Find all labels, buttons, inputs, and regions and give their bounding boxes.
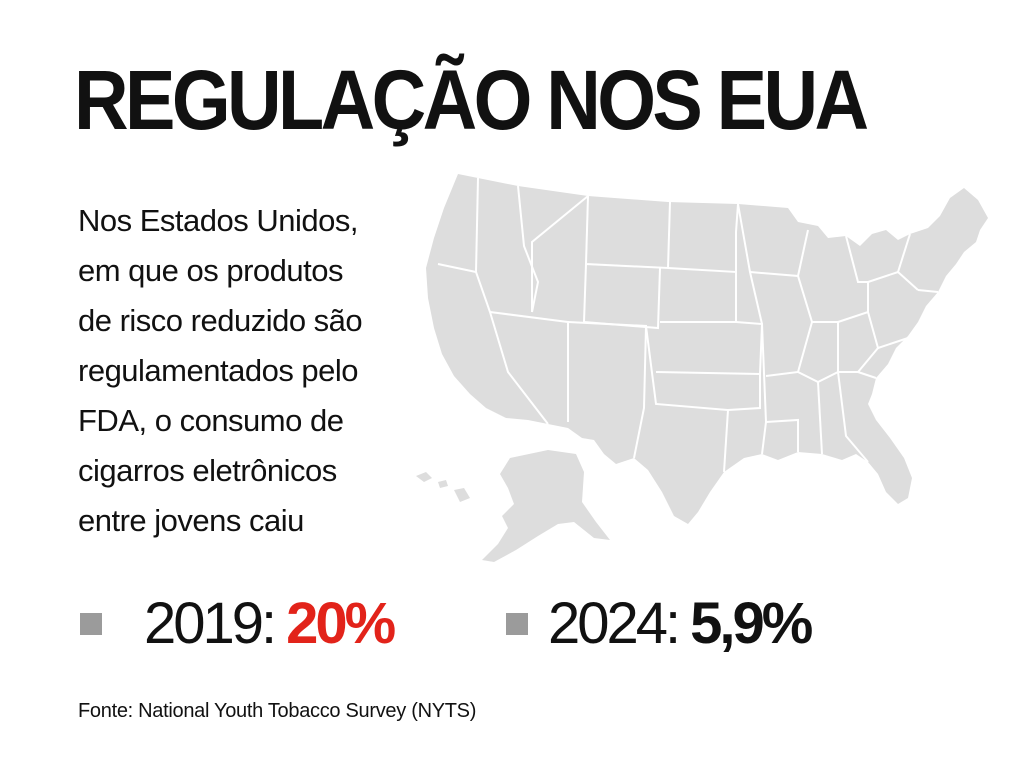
state-boundaries [437, 177, 939, 473]
description-line: regulamentados pelo [78, 353, 359, 388]
alaska-shape [482, 450, 610, 562]
source-text: Fonte: National Youth Tobacco Survey (NY… [78, 700, 477, 722]
stat-year-label: 2019: [144, 591, 277, 656]
stat-value: 5,9% [690, 591, 813, 656]
description-line: em que os produtos [78, 253, 344, 288]
page-title: REGULAÇÃO NOS EUA [74, 53, 869, 147]
description-line: FDA, o consumo de [78, 403, 344, 438]
description-line: entre jovens caiu [78, 503, 304, 538]
description-text: Nos Estados Unidos, em que os produtos d… [78, 196, 408, 546]
stat-2019: 2019: 20% [80, 590, 396, 657]
description-line: cigarros eletrônicos [78, 453, 337, 488]
hawaii-shape [416, 472, 470, 502]
square-bullet-icon [506, 612, 528, 635]
description-line: Nos Estados Unidos, [78, 203, 358, 238]
stat-year-label: 2024: [548, 591, 681, 656]
stat-2024: 2024: 5,9% [506, 590, 813, 657]
square-bullet-icon [80, 612, 102, 635]
usa-map [416, 174, 988, 562]
description-line: de risco reduzido são [78, 303, 363, 338]
stat-value: 20% [286, 591, 396, 656]
